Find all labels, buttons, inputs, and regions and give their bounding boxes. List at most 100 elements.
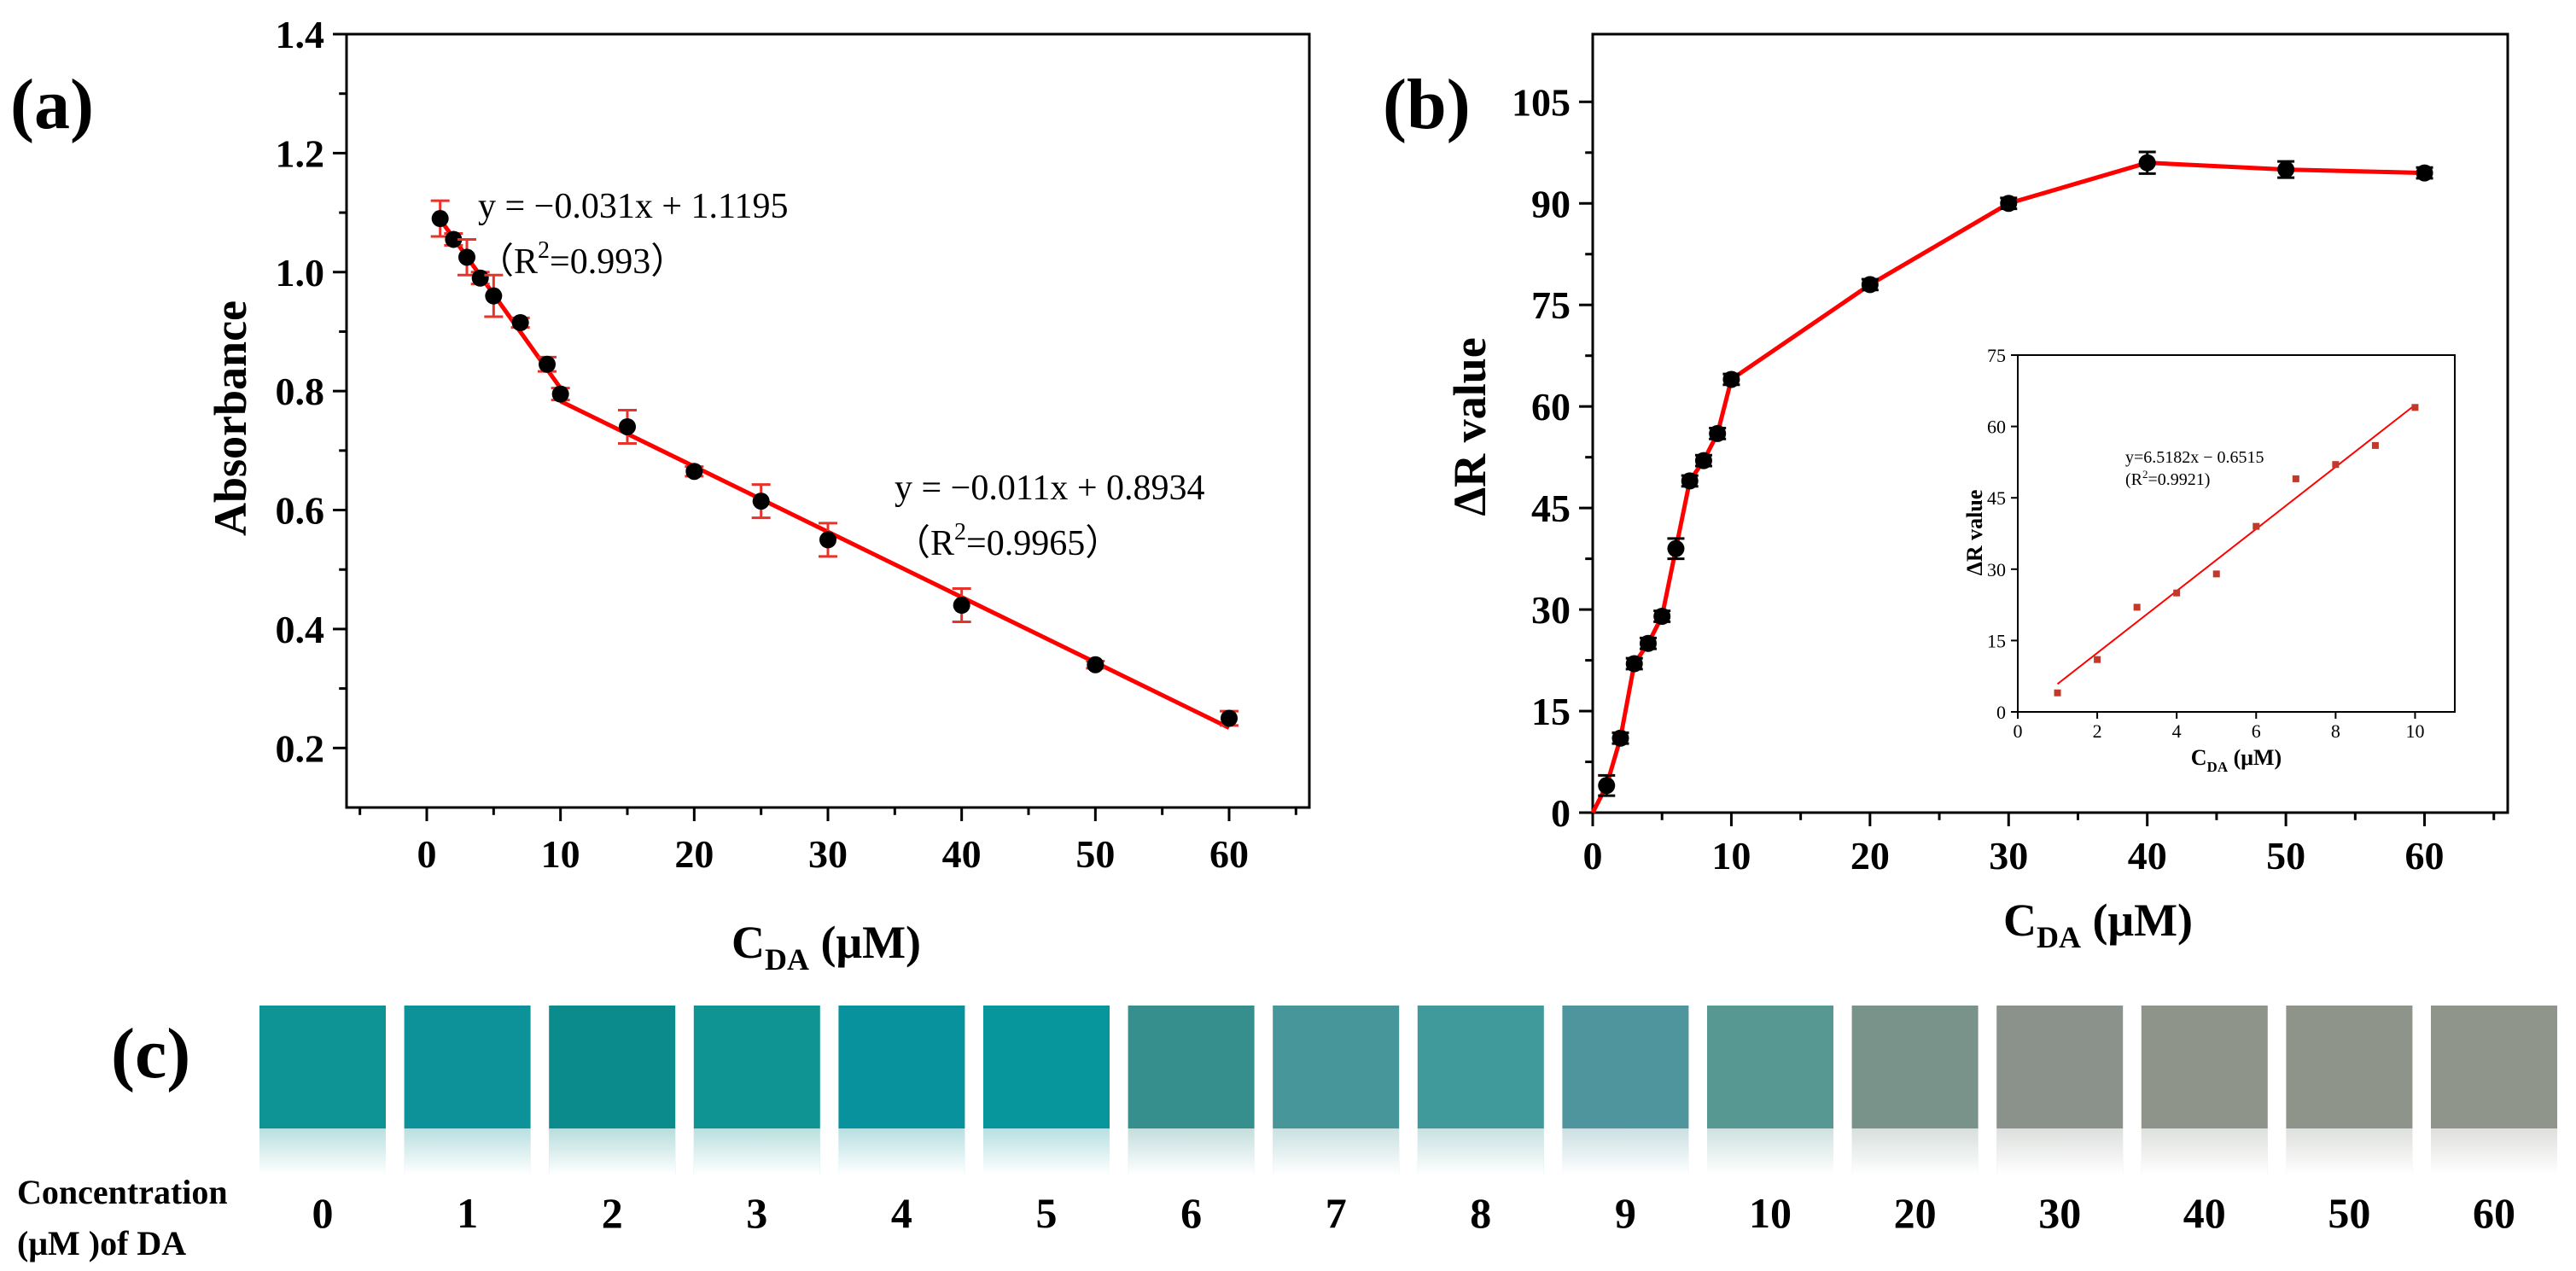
- panel-b-ytick-label: 75: [1531, 283, 1571, 327]
- swatch-reflection-fade: [2141, 1128, 2268, 1175]
- panel-b-xtick-label: 50: [2266, 834, 2305, 877]
- panel-b-points: [1598, 150, 2433, 797]
- inset-point: [2292, 475, 2299, 482]
- panel-a-ytick-label: 1.2: [276, 131, 325, 175]
- panel-b-point: [2000, 195, 2018, 213]
- panel-a-point: [458, 248, 475, 266]
- swatch-label: 5: [1036, 1189, 1058, 1237]
- panel-a-point: [685, 463, 703, 481]
- panel-b-ylabel: ΔR value: [1444, 337, 1495, 516]
- panel-b-point: [1653, 608, 1671, 626]
- panel-a-ytick-label: 0.6: [276, 489, 325, 533]
- inset-eq-line1: y=6.5182x − 0.6515: [2125, 448, 2264, 467]
- panel-a-axes: 0 10 20 30 40 50 60 0.2 0.4 0.6 0.8 1.0 1.2 1.4: [276, 13, 1311, 876]
- panel-b-point: [1639, 634, 1657, 652]
- panel-a-point: [511, 314, 529, 332]
- swatch-reflection-fade: [1417, 1128, 1544, 1175]
- panel-a-point: [539, 355, 556, 373]
- panel-b-frame: [1591, 32, 2509, 814]
- panel-b-inset: 0 2 4 6 8 10 0 15 30 45 60 75 y=6.5182x − 0.6515 (R…: [1962, 345, 2458, 775]
- panel-b-letter: (b): [1383, 65, 1471, 144]
- inset-xtick-label: 4: [2172, 720, 2182, 742]
- panel-a-ytick-label: 1.4: [276, 13, 325, 56]
- panel-b-point: [1861, 276, 1879, 294]
- swatch-10: [1707, 1006, 1833, 1128]
- panel-b-ytick-label: 45: [1531, 487, 1571, 530]
- inset-point: [2253, 522, 2260, 530]
- inset-xtick-label: 10: [2405, 720, 2424, 742]
- panel-b-xlabel: CDA (μM): [2003, 895, 2193, 954]
- swatch-8: [1417, 1006, 1544, 1128]
- inset-point: [2173, 589, 2181, 597]
- swatch-2: [549, 1006, 676, 1128]
- panel-b-point: [1598, 777, 1616, 795]
- panel-a-ytick-label: 0.8: [276, 370, 325, 413]
- inset-xtick-label: 6: [2252, 720, 2261, 742]
- swatch-0: [259, 1006, 386, 1128]
- inset-point: [2094, 656, 2101, 663]
- inset-eq-line2: (R2=0.9921): [2125, 468, 2210, 489]
- swatch-reflection-fade: [1707, 1128, 1833, 1175]
- panel-a-point: [471, 269, 489, 287]
- panel-a-xtick-label: 0: [417, 832, 437, 876]
- concentration-label-line2: (μM )of DA: [17, 1224, 186, 1262]
- swatch-reflection-fade: [404, 1128, 531, 1175]
- swatch-label: 2: [602, 1189, 623, 1237]
- swatch-20: [1851, 1006, 1979, 1128]
- panel-b-point: [1694, 452, 1712, 469]
- swatch-4: [838, 1006, 965, 1128]
- swatch-reflection-fade: [1128, 1128, 1255, 1175]
- inset-point: [2332, 461, 2340, 469]
- panel-c: (c) 0 1 2 3 4 5 6 7 8 9 10 20 30 40 50 60 Concentration…: [17, 1006, 2557, 1262]
- swatch-label: 1: [457, 1189, 478, 1237]
- swatch-reflection-fade: [983, 1128, 1110, 1175]
- panel-b-point: [2277, 160, 2295, 178]
- panel-a-point: [619, 417, 636, 435]
- panel-a-ytick-label: 0.4: [276, 608, 325, 651]
- inset-point: [2212, 570, 2220, 578]
- panel-b-ytick-label: 15: [1531, 690, 1571, 733]
- inset-xtick-label: 2: [2093, 720, 2102, 742]
- panel-b-ytick-label: 60: [1531, 385, 1571, 429]
- swatch-label: 60: [2473, 1189, 2515, 1237]
- panel-a-eq1-line2: （R2=0.993）: [478, 237, 686, 282]
- swatch-reflection-fade: [1273, 1128, 1400, 1175]
- color-swatches: 0 1 2 3 4 5 6 7 8 9 10 20 30 40 50 60: [259, 1006, 2557, 1237]
- swatch-label: 40: [2183, 1189, 2226, 1237]
- panel-a-eq1-line1: y = −0.031x + 1.1195: [478, 187, 789, 226]
- panel-a-eq2-line2: （R2=0.9965）: [895, 519, 1121, 563]
- inset-points: [2054, 404, 2419, 697]
- panel-b-point: [1681, 472, 1699, 490]
- panel-b-point: [1625, 655, 1643, 673]
- swatch-label: 3: [746, 1189, 767, 1237]
- panel-b-point: [2138, 154, 2156, 172]
- swatch-50: [2286, 1006, 2413, 1128]
- inset-point: [2054, 689, 2061, 697]
- panel-a-xtick-label: 10: [541, 832, 580, 876]
- panel-b-point: [2416, 164, 2433, 182]
- inset-fit-line: [2056, 404, 2416, 685]
- panel-a-point: [1221, 709, 1238, 727]
- panel-b-xtick-label: 0: [1583, 834, 1603, 877]
- panel-a-point: [551, 385, 569, 403]
- swatch-1: [404, 1006, 531, 1128]
- swatch-label: 50: [2328, 1189, 2370, 1237]
- inset-point: [2371, 441, 2379, 449]
- inset-ytick-label: 75: [1987, 345, 2006, 366]
- panel-b-xtick-label: 10: [1711, 834, 1751, 877]
- inset-ytick-label: 60: [1987, 417, 2006, 438]
- swatch-3: [693, 1006, 820, 1128]
- panel-a-frame: [345, 32, 1311, 809]
- panel-a-points: [430, 199, 1238, 727]
- swatch-reflection-fade: [2286, 1128, 2413, 1175]
- panel-a-xtick-label: 40: [942, 832, 982, 876]
- swatch-label: 10: [1749, 1189, 1792, 1237]
- swatch-reflection-fade: [1562, 1128, 1689, 1175]
- panel-b-ytick-label: 105: [1512, 80, 1571, 124]
- inset-ytick-label: 30: [1987, 559, 2006, 580]
- swatch-label: 20: [1894, 1189, 1937, 1237]
- panel-b-xtick-label: 40: [2128, 834, 2167, 877]
- panel-b-ytick-label: 90: [1531, 182, 1571, 225]
